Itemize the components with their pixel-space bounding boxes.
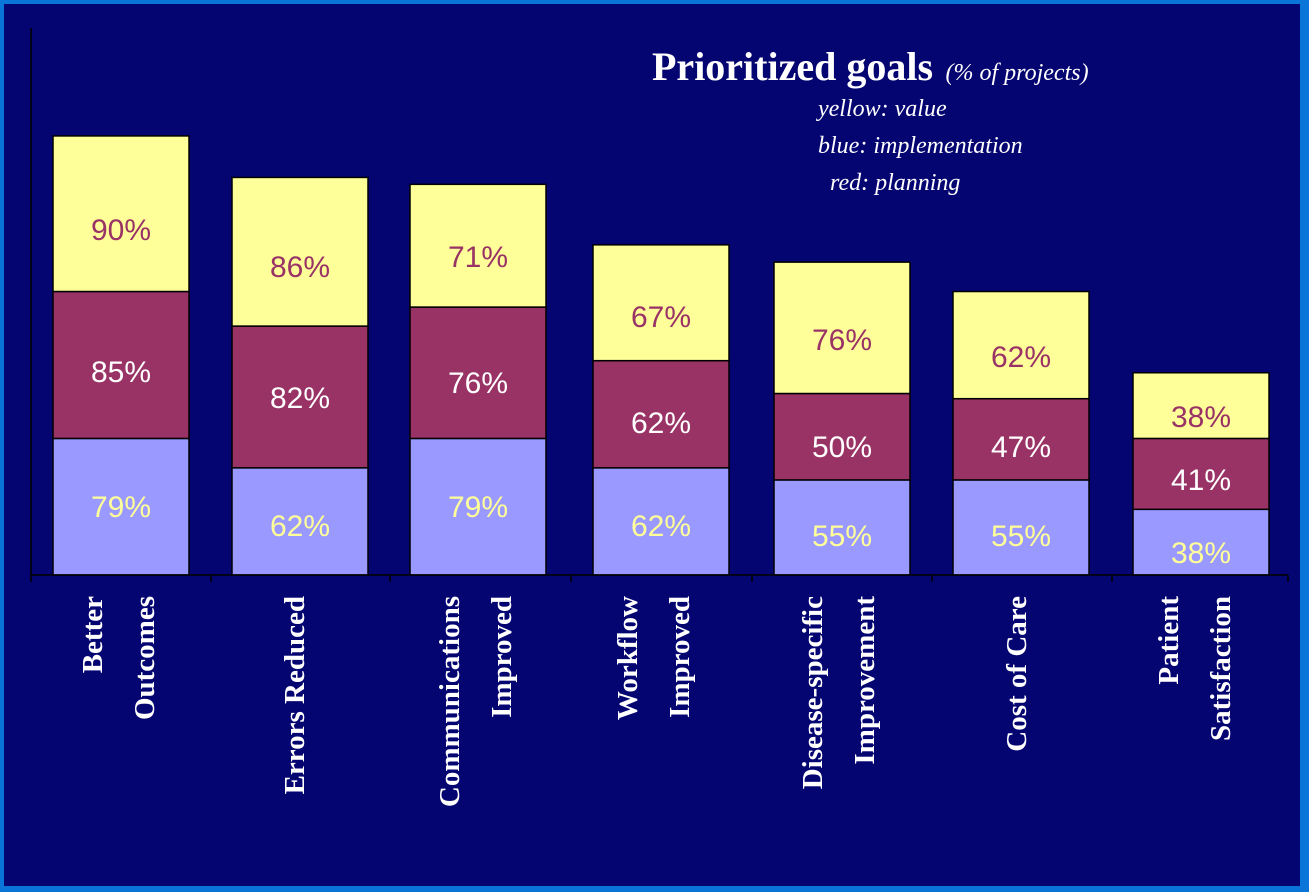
category-label: Improved <box>664 596 696 718</box>
data-label-value: 67% <box>631 301 691 334</box>
data-label-planning: 82% <box>270 382 330 415</box>
bar-segment-planning <box>52 290 190 440</box>
chart-title: Prioritized goals (% of projects) <box>652 44 1089 89</box>
category-label: Cost of Care <box>1001 596 1033 752</box>
legend-entry-implementation: blue: implementation <box>818 133 1023 159</box>
bar-segment-planning <box>592 359 730 469</box>
category-label: Communications <box>434 596 466 807</box>
category-label: Satisfaction <box>1205 596 1237 741</box>
data-label-planning: 76% <box>448 367 508 400</box>
bar-segment-value <box>952 290 1090 400</box>
category-label: Disease-specific <box>797 596 829 789</box>
chart-subtitle: (% of projects) <box>946 60 1089 86</box>
bar-segment-planning <box>231 325 369 469</box>
data-label-value: 71% <box>448 241 508 274</box>
category-label: Workflow <box>612 596 644 720</box>
data-label-planning: 85% <box>91 356 151 389</box>
data-label-value: 90% <box>91 214 151 247</box>
bar-segment-implementation <box>773 479 911 576</box>
bar-segment-implementation <box>231 467 369 576</box>
category-label: Improvement <box>849 596 881 765</box>
bar-segment-value <box>231 176 369 327</box>
data-label-implementation: 55% <box>812 520 872 553</box>
bar-segment-value <box>52 135 190 293</box>
chart-title-main: Prioritized goals <box>652 44 933 89</box>
bar-segment-value <box>592 244 730 362</box>
bars-group: 79% 85% 90% 62% 82% 86% 79% 76% 71% 62% 62% 67% 55% 5… <box>52 135 1270 576</box>
category-label: Better <box>77 596 109 673</box>
bar-segment-planning <box>409 306 547 440</box>
slide: 79% 85% 90% 62% 82% 86% 79% 76% 71% 62% 62% 67% 55% 5… <box>4 4 1300 886</box>
data-label-implementation: 62% <box>270 510 330 543</box>
data-label-implementation: 62% <box>631 510 691 543</box>
data-label-implementation: 79% <box>448 491 508 524</box>
bar-segment-planning <box>1132 437 1270 511</box>
bar-segment-value <box>1132 372 1270 440</box>
data-label-value: 76% <box>812 324 872 357</box>
bar-segment-planning <box>952 397 1090 481</box>
category-label: Improved <box>486 596 518 718</box>
bar-segment-implementation <box>52 437 190 576</box>
category-labels-group: Better Outcomes Errors Reduced Communicatio… <box>77 596 1237 807</box>
legend-entry-planning: red: planning <box>830 170 960 196</box>
data-label-implementation: 55% <box>991 520 1051 553</box>
data-label-value: 86% <box>270 251 330 284</box>
stacked-bar-chart: 79% 85% 90% 62% 82% 86% 79% 76% 71% 62% 62% 67% 55% 5… <box>30 28 1289 807</box>
data-label-implementation: 38% <box>1171 537 1231 570</box>
bar-segment-implementation <box>592 467 730 576</box>
data-label-implementation: 79% <box>91 491 151 524</box>
bar-segment-implementation <box>1132 508 1270 576</box>
category-label: Errors Reduced <box>279 596 311 794</box>
data-label-planning: 41% <box>1171 464 1231 497</box>
data-label-value: 38% <box>1171 401 1231 434</box>
category-label: Patient <box>1153 596 1185 685</box>
bar-segment-value <box>773 261 911 395</box>
legend-entry-value: yellow: value <box>816 96 947 122</box>
axes-group <box>30 28 1289 582</box>
bar-segment-value <box>409 183 547 308</box>
data-label-planning: 50% <box>812 431 872 464</box>
data-label-planning: 47% <box>991 431 1051 464</box>
category-label: Outcomes <box>129 596 161 720</box>
bar-segment-implementation <box>952 479 1090 576</box>
data-label-value: 62% <box>991 341 1051 374</box>
data-label-planning: 62% <box>631 407 691 440</box>
